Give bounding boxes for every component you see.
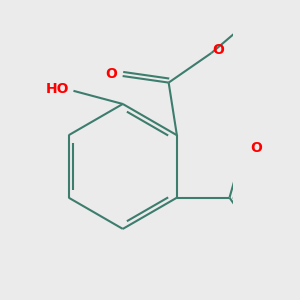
- Text: O: O: [250, 141, 262, 155]
- Text: O: O: [105, 68, 117, 81]
- Text: HO: HO: [45, 82, 69, 96]
- Text: O: O: [212, 43, 224, 57]
